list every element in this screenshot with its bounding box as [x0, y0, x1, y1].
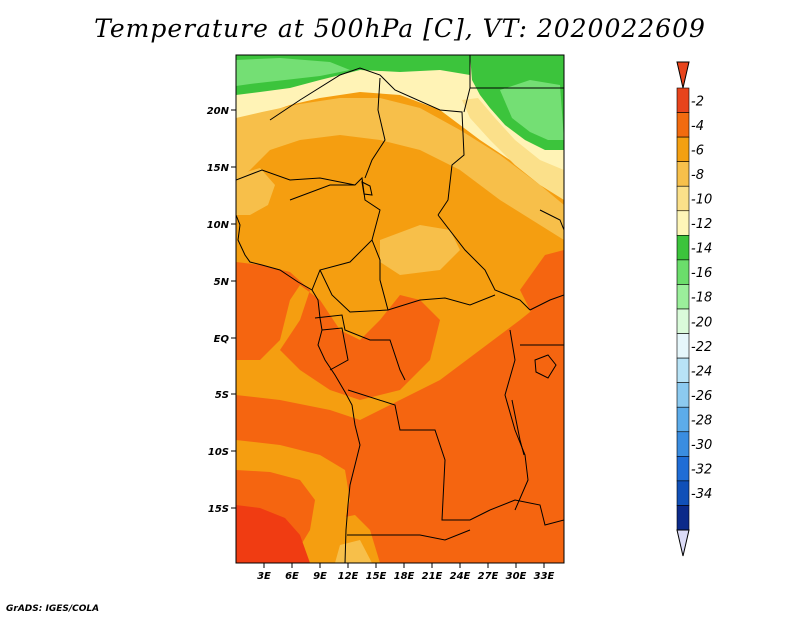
- field-light-green-nw: [236, 58, 350, 86]
- lon-label-3e: 3E: [257, 571, 271, 582]
- colorbar-box: [676, 136, 690, 162]
- colorbar-box: [676, 161, 690, 187]
- border-gabon: [321, 327, 349, 371]
- country-borders: [236, 55, 564, 563]
- colorbar-label: -34: [691, 487, 712, 502]
- field-warm-red-sw: [236, 505, 310, 563]
- lat-label-5n: 5N: [214, 277, 230, 288]
- lon-axis: 3E 6E 9E 12E 15E 18E 21E 24E 27E 30E 33E: [257, 563, 555, 582]
- colorbar-box: [676, 185, 690, 212]
- colorbar-box: [676, 357, 690, 383]
- colorbar-label: -26: [691, 389, 712, 404]
- chart-title: Temperature at 500hPa [C], VT: 202002260…: [94, 14, 706, 43]
- lat-label-20n: 20N: [207, 106, 230, 117]
- colorbar-box: [676, 87, 690, 113]
- colorbar-label: -4: [691, 119, 704, 134]
- colorbar-box: [676, 259, 690, 285]
- field-light-orange-west-bulge: [236, 168, 275, 215]
- map-frame: [235, 54, 565, 564]
- temperature-field: [236, 55, 564, 563]
- lon-label-21e: 21E: [422, 571, 443, 582]
- border-north-libya: [269, 67, 465, 216]
- border-drc-angola: [347, 389, 491, 521]
- border-chad-sudan: [364, 77, 386, 179]
- grads-credit: GrADS: IGES/COLA: [6, 604, 100, 614]
- lon-label-33e: 33E: [534, 571, 555, 582]
- colorbar-box: [676, 210, 690, 236]
- field-light-orange-central-n: [380, 225, 460, 275]
- border-chad-car: [371, 239, 389, 311]
- colorbar-label: -32: [691, 463, 712, 478]
- colorbar: -2 -4 -6 -8 -10 -12 -14 -16 -18 -20 -22 -24 -26 -28 -3…: [676, 61, 712, 557]
- lon-label-27e: 27E: [478, 571, 499, 582]
- colorbar-box: [676, 431, 690, 457]
- colorbar-box: [676, 456, 690, 482]
- colorbar-box: [676, 406, 690, 433]
- colorbar-box: [676, 505, 690, 531]
- lake-victoria: [534, 354, 557, 379]
- colorbar-label: -14: [691, 242, 712, 257]
- lon-label-12e: 12E: [338, 571, 359, 582]
- colorbar-label: -12: [691, 217, 712, 232]
- border-cameroon-congo: [314, 314, 406, 381]
- field-light-orange-south: [335, 540, 372, 563]
- colorbar-label: -20: [691, 315, 712, 330]
- colorbar-label: -30: [691, 438, 712, 453]
- border-zambia: [489, 499, 564, 526]
- border-drc-east: [504, 329, 529, 511]
- colorbar-box: [676, 112, 690, 138]
- lat-axis: 20N 15N 10N 5N EQ 5S 10S 15S: [207, 106, 236, 515]
- colorbar-label: -10: [691, 193, 712, 208]
- field-light-orange-north: [236, 98, 564, 240]
- lat-label-10s: 10S: [208, 447, 229, 458]
- lat-label-15n: 15N: [207, 163, 230, 174]
- lon-label-6e: 6E: [285, 571, 299, 582]
- lat-label-eq: EQ: [214, 334, 230, 345]
- colorbar-box: [676, 284, 690, 310]
- field-yellow-ne: [462, 98, 564, 200]
- colorbar-label: -16: [691, 266, 712, 281]
- border-nigeria-chad: [289, 176, 381, 291]
- colorbar-top-arrow: [676, 61, 690, 89]
- lon-label-15e: 15E: [366, 571, 387, 582]
- lat-label-5s: 5S: [215, 390, 229, 401]
- border-niger-chad: [236, 169, 356, 186]
- colorbar-label: -2: [691, 94, 704, 109]
- colorbar-label: -18: [691, 291, 712, 306]
- colorbar-box: [676, 382, 690, 408]
- colorbar-label: -28: [691, 414, 712, 429]
- lat-label-10n: 10N: [207, 220, 230, 231]
- colorbar-box: [676, 308, 690, 334]
- colorbar-box: [676, 235, 690, 261]
- colorbar-label: -24: [691, 364, 712, 379]
- colorbar-box: [676, 333, 690, 359]
- colorbar-label: -6: [691, 143, 704, 158]
- lake-tanganyika: [511, 399, 525, 456]
- field-red-orange-west: [236, 262, 440, 400]
- border-east-africa: [529, 294, 564, 311]
- colorbar-label: -22: [691, 340, 712, 355]
- lon-label-24e: 24E: [450, 571, 471, 582]
- lon-label-18e: 18E: [394, 571, 415, 582]
- lat-label-15s: 15S: [208, 504, 229, 515]
- lake-chad: [361, 181, 373, 196]
- lon-label-9e: 9E: [313, 571, 327, 582]
- coastline-west: [236, 214, 361, 563]
- border-south-sudan-ethiopia: [539, 209, 564, 231]
- colorbar-bottom-arrow: [676, 529, 690, 557]
- border-car-sudan: [437, 214, 531, 311]
- border-car-south: [319, 269, 496, 313]
- colorbar-box: [676, 480, 690, 506]
- field-light-green-ne: [500, 80, 564, 140]
- border-angola-namibia: [347, 529, 471, 541]
- lon-label-30e: 30E: [506, 571, 527, 582]
- colorbar-label: -8: [691, 168, 704, 183]
